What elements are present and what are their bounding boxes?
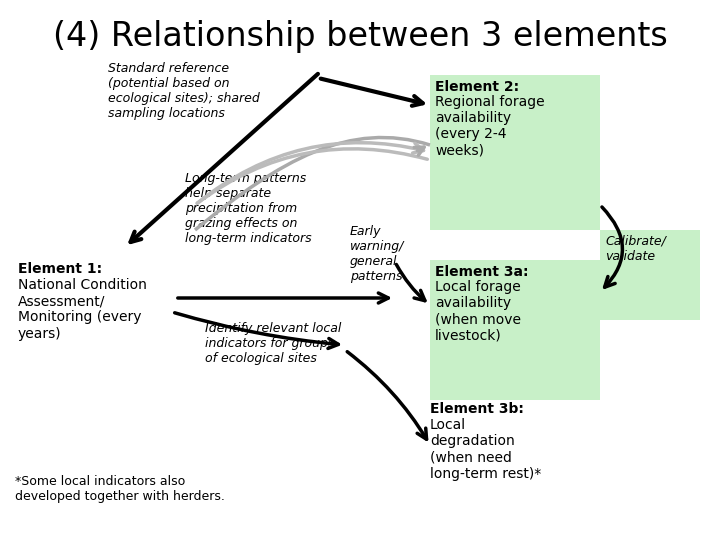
FancyBboxPatch shape: [600, 230, 700, 320]
Text: Element 1:: Element 1:: [18, 262, 102, 276]
Text: Local forage
availability
(when move
livestock): Local forage availability (when move liv…: [435, 280, 521, 342]
Text: Calibrate/
validate: Calibrate/ validate: [605, 235, 666, 263]
Text: *Some local indicators also
developed together with herders.: *Some local indicators also developed to…: [15, 475, 225, 503]
Text: Standard reference
(potential based on
ecological sites); shared
sampling locati: Standard reference (potential based on e…: [108, 62, 260, 120]
Text: Early
warning/
general
patterns: Early warning/ general patterns: [350, 225, 405, 283]
Text: Identify relevant local
indicators for groups
of ecological sites: Identify relevant local indicators for g…: [205, 322, 341, 365]
Text: (4) Relationship between 3 elements: (4) Relationship between 3 elements: [53, 20, 667, 53]
FancyBboxPatch shape: [430, 260, 600, 400]
FancyBboxPatch shape: [430, 75, 600, 230]
Text: Element 3a:: Element 3a:: [435, 265, 528, 279]
Text: Local
degradation
(when need
long-term rest)*: Local degradation (when need long-term r…: [430, 418, 541, 481]
Text: Long-term patterns
help separate
precipitation from
grazing effects on
long-term: Long-term patterns help separate precipi…: [185, 172, 312, 245]
Text: Element 2:: Element 2:: [435, 80, 519, 94]
Text: Regional forage
availability
(every 2-4
weeks): Regional forage availability (every 2-4 …: [435, 95, 544, 158]
Text: National Condition
Assessment/
Monitoring (every
years): National Condition Assessment/ Monitorin…: [18, 278, 147, 341]
Text: Element 3b:: Element 3b:: [430, 402, 524, 416]
